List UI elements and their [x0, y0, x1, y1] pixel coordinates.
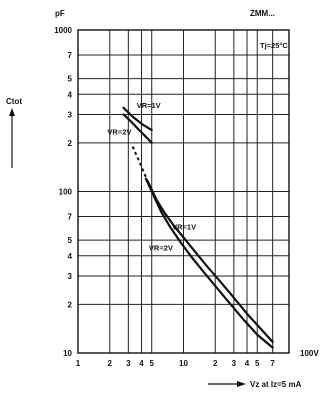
x-tick-label: 4 — [139, 359, 144, 368]
y-tick-label: 3 — [68, 110, 73, 119]
chart-title: ZMM... — [250, 9, 275, 18]
series-labels: VR=1V VR=2V VR=1V VR=2V — [107, 101, 196, 253]
series-line — [122, 106, 153, 132]
x-tick-labels: 1 2 3 4 5 10 2 3 4 5 7 — [76, 359, 276, 368]
y-tick-label: 10 — [63, 349, 72, 358]
y-tick-labels: 1000 7 5 4 3 2 100 7 5 4 3 2 10 — [54, 26, 72, 358]
y-tick-label: 7 — [68, 213, 73, 222]
up-arrow-icon — [9, 108, 15, 116]
x-tick-label: 3 — [126, 359, 131, 368]
series-label: VR=2V — [107, 128, 131, 137]
series-line — [122, 113, 153, 144]
y-tick-label: 7 — [68, 51, 73, 60]
y-tick-label: 100 — [59, 188, 73, 197]
x-tick-label: 2 — [108, 359, 113, 368]
y-tick-label: 5 — [68, 236, 73, 245]
series-label: VR=2V — [149, 244, 173, 253]
y-tick-label: 3 — [68, 272, 73, 281]
x-tick-label: 2 — [213, 359, 218, 368]
y-axis-label: Ctot — [6, 97, 22, 106]
grid — [78, 29, 289, 354]
series-line — [146, 180, 274, 344]
series-label: VR=1V — [137, 101, 161, 110]
series-label: VR=1V — [172, 223, 196, 232]
x-tick-label: 4 — [245, 359, 250, 368]
x-tick-label: 3 — [232, 359, 237, 368]
y-tick-label: 1000 — [54, 26, 72, 35]
series-line — [144, 177, 274, 349]
x-tick-label: 5 — [150, 359, 155, 368]
series — [122, 106, 274, 349]
x-tick-label: 7 — [270, 359, 275, 368]
y-tick-label: 2 — [68, 139, 73, 148]
right-arrow-icon — [237, 381, 246, 387]
y-tick-label: 4 — [68, 252, 73, 261]
y-tick-label: 2 — [68, 300, 73, 309]
x-axis-label: Vz at Iz=5 mA — [250, 380, 302, 389]
plot-frame — [77, 29, 290, 354]
x-tick-label: 1 — [76, 359, 81, 368]
y-tick-label: 5 — [68, 75, 73, 84]
temperature-annotation: Tj=25°C — [260, 41, 288, 50]
series-dashed-extension — [131, 146, 149, 183]
x-tick-label: 5 — [255, 359, 260, 368]
x-tick-label: 10 — [179, 359, 188, 368]
y-unit: pF — [55, 9, 65, 18]
x-unit: 100V — [300, 349, 319, 358]
y-tick-label: 4 — [68, 90, 73, 99]
